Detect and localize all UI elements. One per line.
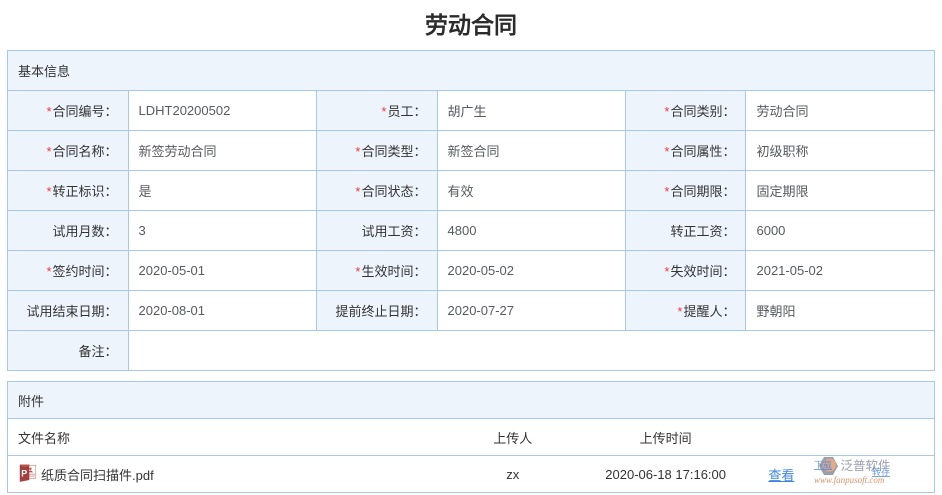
- svg-text:P: P: [21, 468, 27, 478]
- svg-text:www.fanpusoft.com: www.fanpusoft.com: [814, 475, 885, 485]
- svg-text:转存: 转存: [872, 466, 890, 477]
- svg-text:泛普软件: 泛普软件: [841, 459, 891, 473]
- svg-text:下载: 下载: [814, 459, 832, 470]
